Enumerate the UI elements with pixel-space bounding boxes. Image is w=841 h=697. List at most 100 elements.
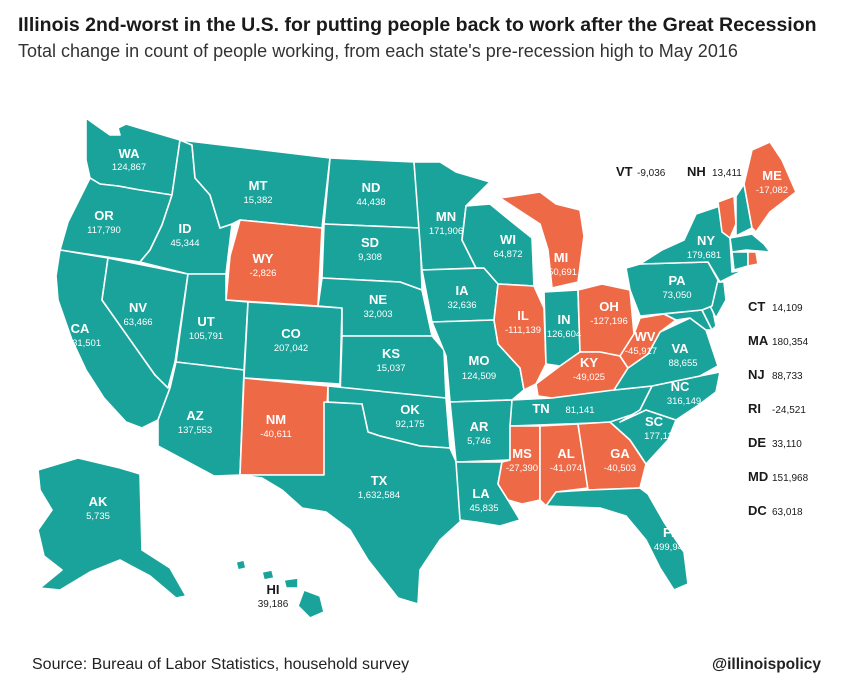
state-value-il: -111,139	[505, 325, 541, 336]
state-label-co: CO	[281, 326, 301, 341]
state-label-ca: CA	[71, 321, 90, 336]
source-note: Source: Bureau of Labor Statistics, hous…	[32, 656, 410, 673]
state-label-la: LA	[472, 486, 490, 501]
state-value-or: 117,790	[87, 225, 121, 236]
state-value-oh: -127,196	[590, 316, 628, 327]
state-value-fl: 499,949	[654, 542, 688, 553]
state-label-ms: MS	[512, 446, 532, 461]
state-value-ut: 105,791	[189, 331, 223, 342]
state-value-la: 45,835	[469, 503, 498, 514]
state-label-hi: HI	[267, 582, 280, 597]
state-value-id: 45,344	[170, 238, 199, 249]
state-shape-ma	[729, 233, 771, 253]
state-value-tx: 1,632,584	[358, 490, 400, 501]
callout-value-nh: 13,411	[712, 168, 742, 179]
state-label-mn: MN	[436, 209, 456, 224]
state-shape-nh	[735, 183, 753, 237]
state-label-ne: NE	[369, 292, 387, 307]
callout-value-dc: 63,018	[772, 507, 803, 518]
state-value-wa: 124,867	[112, 162, 146, 173]
state-shape-tx	[239, 401, 463, 605]
state-value-sc: 177,115	[644, 431, 678, 442]
brand-handle: @illinoispolicy	[712, 656, 821, 673]
state-value-ky: -49,025	[573, 372, 605, 383]
state-value-va: 88,655	[668, 358, 697, 369]
state-value-sd: 9,308	[358, 252, 382, 263]
state-value-ok: 92,175	[395, 419, 424, 430]
state-value-ia: 32,636	[447, 300, 476, 311]
state-value-az: 137,553	[178, 425, 212, 436]
state-shape-wy	[225, 219, 323, 307]
state-shape-ks	[339, 335, 447, 399]
state-label-in: IN	[558, 312, 571, 327]
state-value-al: -41,074	[550, 463, 582, 474]
state-label-pa: PA	[668, 273, 686, 288]
map-title: Illinois 2nd-worst in the U.S. for putti…	[18, 14, 817, 36]
callout-label-ma: MA	[748, 333, 769, 348]
state-label-tx: TX	[371, 473, 388, 488]
state-label-me: ME	[762, 168, 782, 183]
state-label-ak: AK	[89, 494, 108, 509]
state-shape-vt	[717, 195, 737, 239]
state-shape-me	[743, 141, 797, 233]
state-shape-nc	[619, 371, 721, 423]
callout-label-de: DE	[748, 435, 766, 450]
state-value-hi: 39,186	[258, 599, 289, 610]
state-shape-ct	[731, 251, 749, 271]
state-label-tn: TN	[532, 401, 549, 416]
state-label-az: AZ	[186, 408, 203, 423]
state-shape-mt	[179, 139, 331, 229]
state-label-sc: SC	[645, 414, 664, 429]
state-shape-hi-oahu	[261, 569, 275, 581]
state-label-nm: NM	[266, 412, 286, 427]
callout-label-vt: VT	[616, 164, 633, 179]
state-shape-ri	[747, 251, 759, 267]
state-label-al: AL	[557, 446, 574, 461]
state-value-nv: 63,466	[123, 317, 152, 328]
state-label-ok: OK	[400, 402, 420, 417]
state-label-mt: MT	[249, 178, 268, 193]
state-shape-hi-big-island	[297, 589, 325, 619]
state-label-wv: WV	[635, 329, 656, 344]
state-label-mo: MO	[469, 353, 490, 368]
state-label-va: VA	[671, 341, 689, 356]
state-value-nm: -40,611	[260, 429, 292, 440]
state-label-ks: KS	[382, 346, 400, 361]
callout-value-ma: 180,354	[772, 337, 809, 348]
state-value-ga: -40,503	[604, 463, 636, 474]
callout-label-nh: NH	[687, 164, 706, 179]
callout-value-de: 33,110	[772, 439, 802, 450]
state-label-nd: ND	[362, 180, 381, 195]
state-label-ut: UT	[197, 314, 214, 329]
state-value-mt: 15,382	[243, 195, 272, 206]
state-label-ar: AR	[470, 419, 489, 434]
state-value-wy: -2,826	[250, 268, 277, 279]
state-label-wi: WI	[500, 232, 516, 247]
state-label-ny: NY	[697, 233, 715, 248]
state-value-me: -17,082	[756, 185, 788, 196]
callout-value-ri: -24,521	[772, 405, 806, 416]
state-value-ms: -27,390	[506, 463, 538, 474]
state-shape-in	[543, 289, 581, 367]
state-value-wv: -45,917	[625, 346, 657, 357]
state-value-pa: 73,050	[662, 290, 691, 301]
state-label-mi: MI	[554, 250, 568, 265]
state-value-co: 207,042	[274, 343, 308, 354]
state-label-nc: NC	[671, 379, 690, 394]
callout-value-md: 151,968	[772, 473, 809, 484]
state-value-ak: 5,735	[86, 511, 110, 522]
callout-value-ct: 14,109	[772, 303, 803, 314]
callout-label-md: MD	[748, 469, 768, 484]
state-shape-fl	[545, 487, 689, 591]
state-shape-ak	[37, 457, 187, 599]
state-labels: WA 124,867 OR 117,790 CA 1,131,501 ID 45…	[59, 146, 788, 553]
state-value-ca: 1,131,501	[59, 338, 101, 349]
callout-value-nj: 88,733	[772, 371, 803, 382]
state-shape-mi	[499, 191, 585, 289]
state-value-mi: -50,691	[545, 267, 577, 278]
state-shape-pa	[625, 261, 719, 317]
state-value-tn: 81,141	[565, 405, 594, 416]
state-value-ks: 15,037	[376, 363, 405, 374]
map-subtitle: Total change in count of people working,…	[18, 41, 738, 61]
